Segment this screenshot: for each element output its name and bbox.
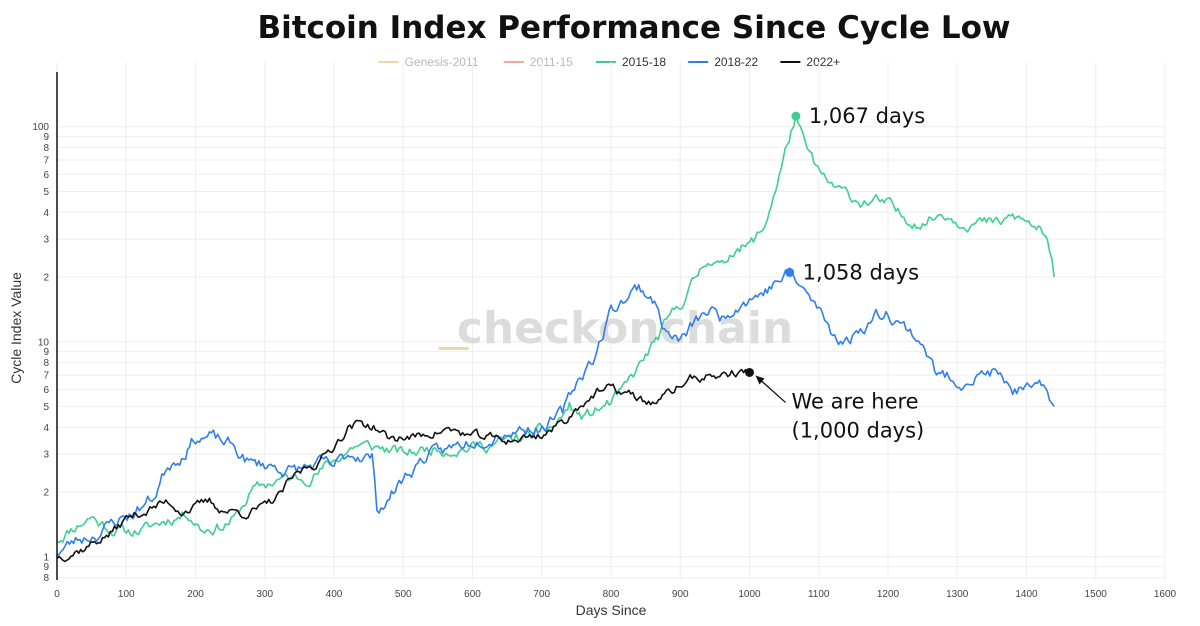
y-tick-label: 3 (43, 235, 49, 246)
legend-label: Genesis-2011 (405, 55, 479, 69)
axes: 0 100 200 300 400 500 600 700 800 900 1000 1100 1200… (32, 72, 1177, 600)
peak-label: 1,058 days (803, 260, 919, 284)
x-tick-label: 1200 (877, 589, 900, 600)
y-tick-label: 2 (43, 273, 49, 284)
y-tick-label: 8 (43, 573, 49, 584)
watermark: checkonchain (457, 303, 793, 354)
y-axis-label: Cycle Index Value (8, 272, 24, 384)
series-line-2018-22 (56, 267, 1055, 556)
peak-marker (785, 267, 795, 277)
legend-item-2011-15[interactable]: 2011-15 (503, 55, 573, 69)
callout-line-1: We are here (792, 389, 919, 413)
x-tick-label: 200 (187, 589, 204, 600)
y-tick-label: 10 (38, 337, 50, 348)
x-tick-label: 500 (395, 589, 412, 600)
peak-label: 1,067 days (809, 104, 925, 128)
x-tick-label: 1300 (946, 589, 969, 600)
y-tick-label: 9 (43, 347, 49, 358)
x-tick-label: 400 (326, 589, 343, 600)
legend-item-Genesis-2011[interactable]: Genesis-2011 (378, 55, 479, 69)
y-tick-label: 2 (43, 488, 49, 499)
x-axis-label: Days Since (576, 602, 647, 618)
callout-arrow-line (757, 376, 786, 403)
legend-label: 2018-22 (714, 55, 758, 69)
y-tick-label: 5 (43, 187, 49, 198)
series-line-2022+ (56, 368, 750, 563)
x-tick-label: 1400 (1015, 589, 1038, 600)
series-line-2015-18 (56, 114, 1055, 544)
x-tick-label: 700 (533, 589, 550, 600)
x-tick-label: 900 (672, 589, 689, 600)
y-tick-label: 8 (43, 143, 49, 154)
legend-label: 2022+ (806, 55, 840, 69)
x-tick-label: 1500 (1085, 589, 1108, 600)
y-tick-label: 4 (43, 423, 49, 434)
x-tick-label: 0 (54, 589, 60, 600)
y-tick-label: 6 (43, 385, 49, 396)
y-tick-label: 9 (43, 562, 49, 573)
y-tick-label: 4 (43, 208, 49, 219)
x-tick-label: 800 (603, 589, 620, 600)
callout-arrow-head (755, 375, 765, 385)
chart-title: Bitcoin Index Performance Since Cycle Lo… (257, 10, 1010, 46)
y-tick-label: 8 (43, 358, 49, 369)
legend-label: 2011-15 (530, 55, 573, 69)
legend-label: 2015-18 (622, 55, 666, 69)
y-tick-label: 5 (43, 402, 49, 413)
legend-item-2015-18[interactable]: 2015-18 (596, 55, 666, 69)
x-tick-label: 300 (256, 589, 273, 600)
y-tick-label: 1 (43, 552, 49, 563)
x-tick-label: 1600 (1154, 589, 1177, 600)
y-tick-label: 6 (43, 170, 49, 181)
series-group (56, 114, 1055, 563)
y-tick-label: 3 (43, 450, 49, 461)
legend[interactable]: Genesis-2011 2011-15 2015-18 2018-22 2022+ (378, 55, 841, 69)
y-tick-label: 9 (43, 132, 49, 143)
x-tick-label: 1000 (738, 589, 761, 600)
legend-item-2018-22[interactable]: 2018-22 (688, 55, 759, 69)
x-tick-label: 1100 (808, 589, 830, 600)
x-tick-label: 100 (118, 589, 135, 600)
y-tick-label: 7 (43, 371, 49, 382)
legend-item-2022+[interactable]: 2022+ (780, 55, 840, 69)
current-marker (745, 367, 754, 377)
annotations: 1,067 days 1,058 days We are here (1,000 da… (745, 104, 925, 442)
x-tick-label: 600 (464, 589, 481, 600)
y-tick-label: 7 (43, 156, 49, 167)
peak-marker (791, 111, 801, 121)
y-tick-label: 100 (32, 122, 49, 133)
callout-line-2: (1,000 days) (792, 418, 925, 442)
